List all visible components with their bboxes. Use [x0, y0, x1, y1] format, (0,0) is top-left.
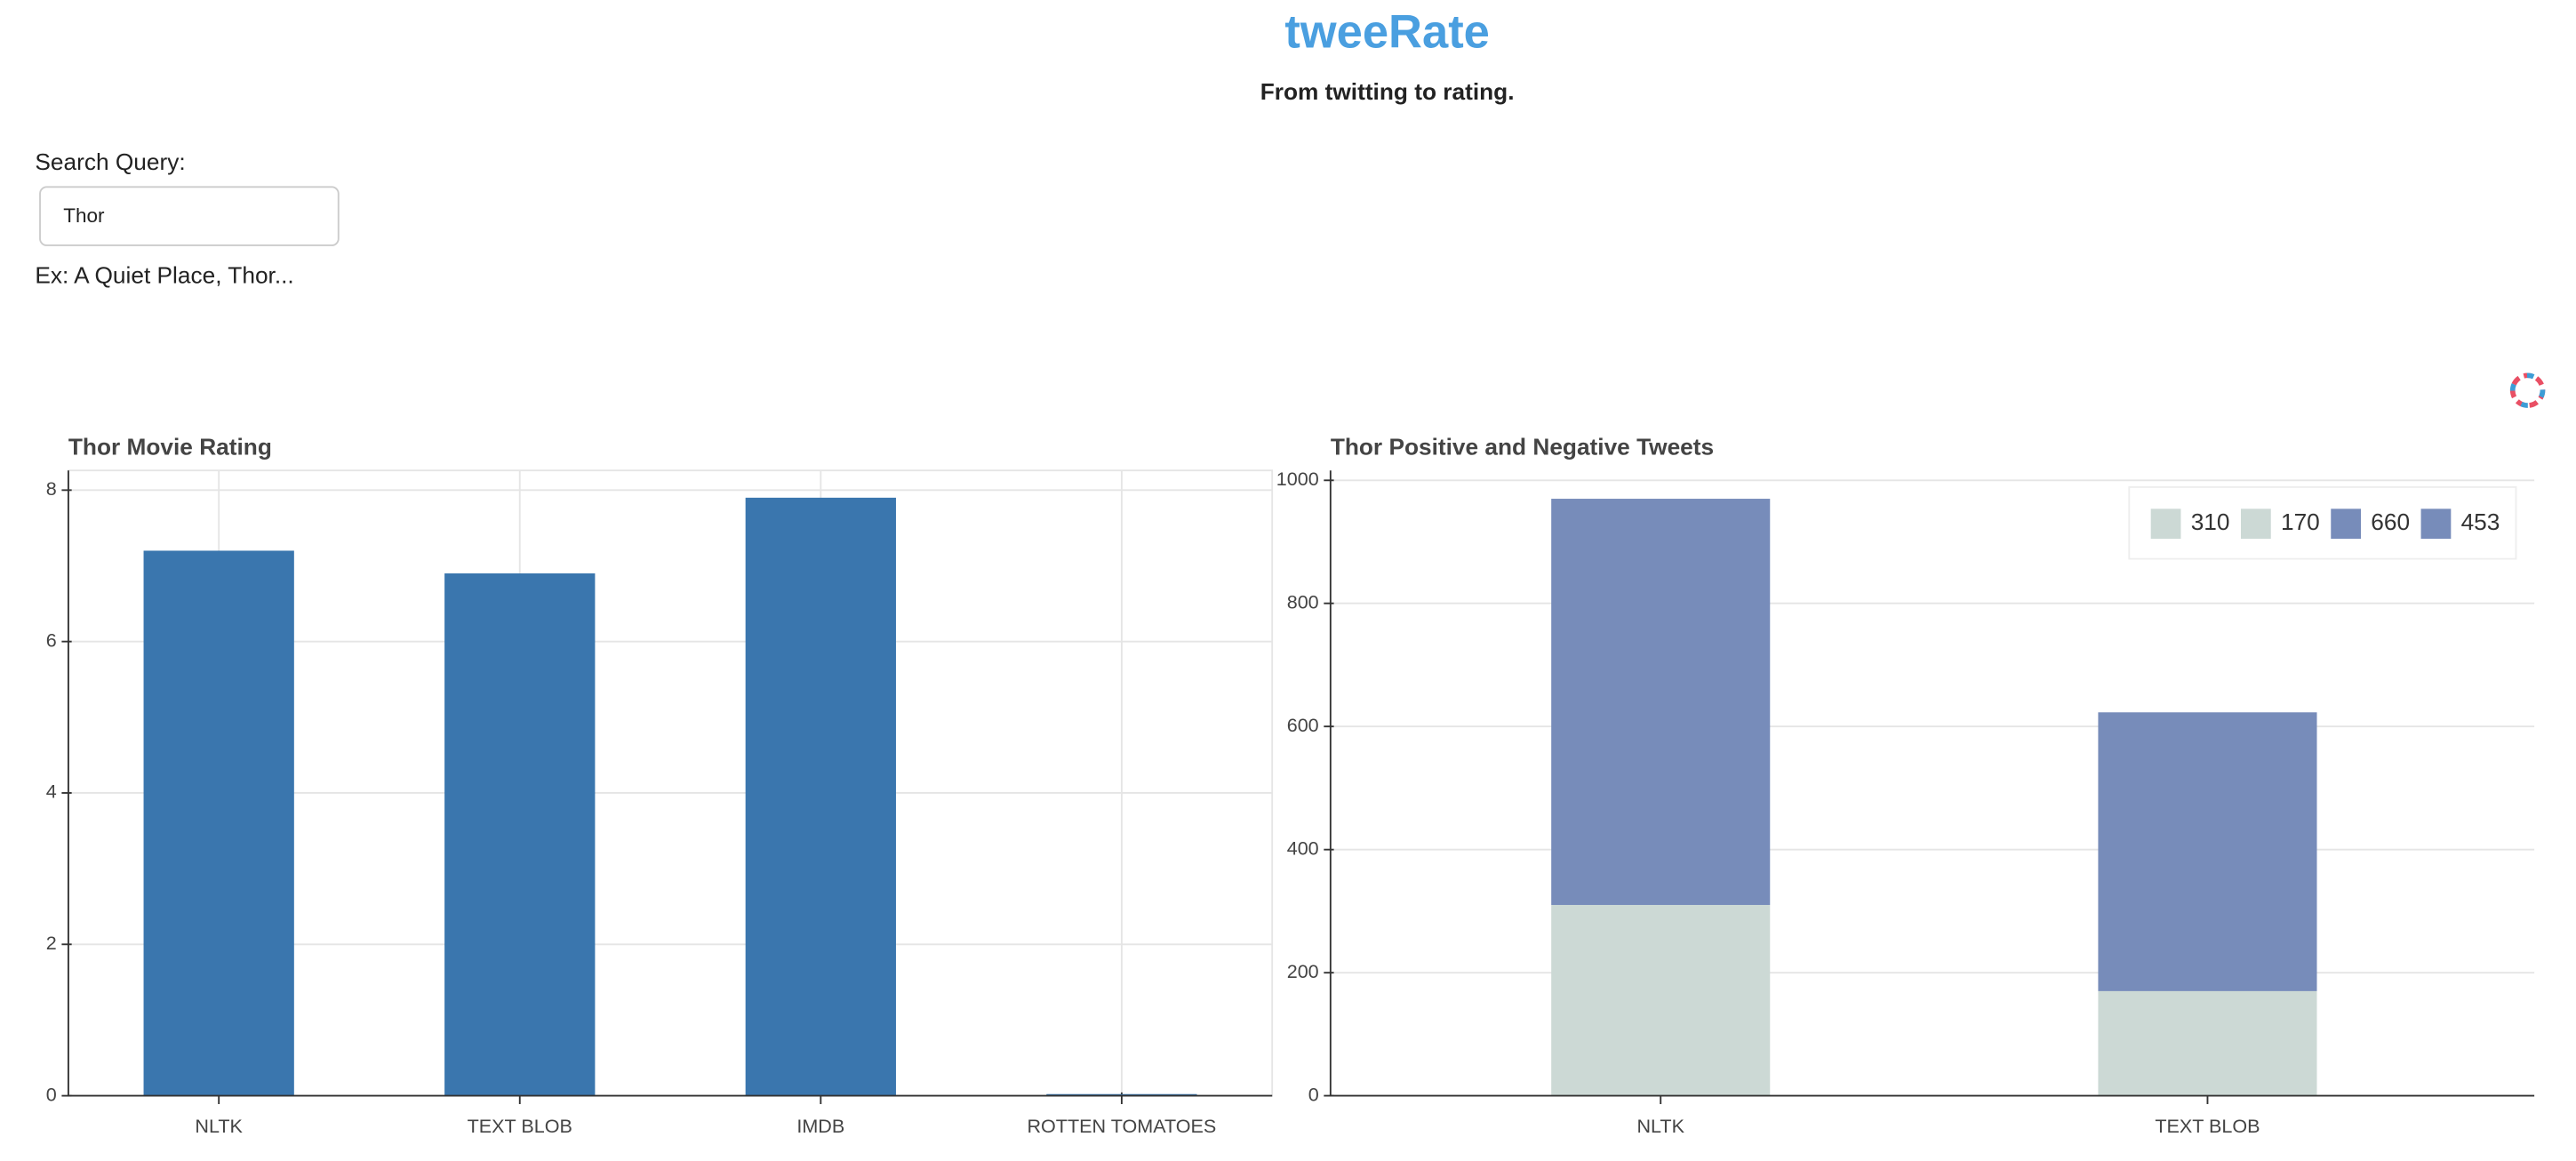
rating-chart: Thor Movie Rating 0 2 4 6 8 NLTK TEXT BLOB IMDB R… [46, 434, 1274, 1137]
x-tick-label: NLTK [195, 1115, 243, 1137]
x-tick-label: TEXT BLOB [468, 1115, 572, 1137]
bar [143, 550, 294, 1096]
search-label: Search Query: [35, 148, 185, 175]
y-tick-label: 8 [46, 477, 57, 500]
y-tick-label: 4 [46, 781, 57, 803]
x-tick-label: NLTK [1636, 1115, 1684, 1137]
bar-segment [1551, 499, 1771, 905]
chart-title: Thor Movie Rating [68, 434, 272, 460]
legend-label: 453 [2461, 508, 2500, 535]
legend-label: 660 [2371, 508, 2410, 535]
bar-segment [2098, 712, 2317, 991]
legend-box [2128, 486, 2517, 560]
y-tick-label: 6 [46, 629, 57, 651]
chart-title: Thor Positive and Negative Tweets [1331, 434, 1714, 460]
y-tick-label: 1000 [1276, 468, 1319, 490]
legend-swatch [2331, 508, 2362, 540]
tweets-chart: Thor Positive and Negative Tweets 0 200 400… [1276, 434, 2535, 1137]
x-tick-label: TEXT BLOB [2155, 1115, 2260, 1137]
y-tick-label: 800 [1287, 590, 1319, 613]
x-tick-label: IMDB [796, 1115, 844, 1137]
y-tick-label: 0 [1308, 1083, 1319, 1105]
toolbar-logo[interactable] [2509, 372, 2546, 408]
legend-swatch [2240, 508, 2271, 540]
bar-segment [2098, 990, 2317, 1096]
y-tick-label: 600 [1287, 714, 1319, 736]
bar-segment [1551, 904, 1771, 1096]
search-value[interactable]: Thor [63, 204, 105, 227]
legend-swatch [2420, 508, 2452, 540]
legend-swatch [2150, 508, 2181, 540]
x-tick-label: ROTTEN TOMATOES [1027, 1115, 1216, 1137]
y-tick-label: 0 [46, 1083, 57, 1105]
search-input[interactable] [39, 186, 340, 246]
app-title: tweeRate [1284, 6, 1490, 59]
bar [444, 573, 596, 1096]
app-subtitle: From twitting to rating. [1260, 78, 1515, 105]
search-hint: Ex: A Quiet Place, Thor... [35, 262, 293, 289]
y-tick-label: 2 [46, 932, 57, 954]
y-tick-label: 400 [1287, 837, 1319, 859]
y-tick-label: 200 [1287, 960, 1319, 982]
legend-label: 170 [2281, 508, 2320, 535]
bar [745, 497, 896, 1096]
legend-label: 310 [2191, 508, 2230, 535]
